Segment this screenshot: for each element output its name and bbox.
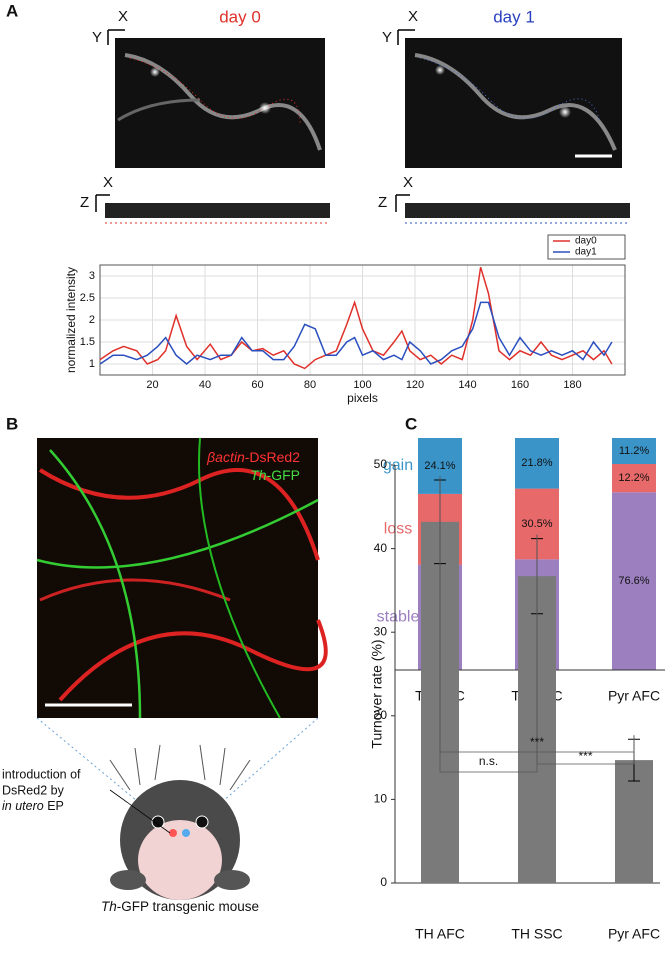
mouse-caption: Th-GFP transgenic mouse — [101, 899, 259, 914]
caption-part: -GFP transgenic mouse — [117, 899, 259, 914]
y-tick-label: 1 — [89, 358, 95, 370]
y-tick-label: 40 — [374, 541, 388, 555]
x-axis-label: pixels — [347, 391, 378, 405]
x-tick-label: 40 — [199, 379, 211, 391]
annotation: n.s. — [479, 754, 498, 768]
value-label: 30.5% — [521, 518, 552, 530]
bar-segment — [612, 463, 656, 493]
significance-bracket — [439, 476, 635, 753]
series-label: gain — [383, 457, 413, 474]
y-tick-label: 2.5 — [80, 292, 95, 304]
note-part: EP — [47, 799, 64, 813]
series-label: stable — [377, 609, 420, 626]
image-label: Th-GFP — [250, 467, 300, 483]
value-label: 11.2% — [619, 445, 650, 457]
day-label: day 1 — [493, 7, 535, 26]
y-tick-label: 10 — [374, 792, 388, 806]
legend-label: day1 — [575, 247, 597, 258]
annotation: *** — [578, 749, 592, 763]
x-tick-label: 160 — [511, 379, 529, 391]
axis-letter: X — [118, 8, 128, 25]
value-label: 21.8% — [521, 457, 552, 469]
axis-glyphs — [95, 29, 415, 212]
x-tick-label: Pyr AFC — [608, 926, 660, 942]
x-tick-label: 180 — [563, 379, 581, 391]
series-line — [99, 301, 613, 365]
panel-label: B — [6, 414, 18, 433]
bar-segment — [612, 492, 656, 670]
label-part: -DsRed2 — [245, 449, 300, 465]
value-label: 24.1% — [424, 460, 455, 472]
mouse-illustration — [36, 717, 319, 900]
axis-letter: Y — [382, 29, 392, 46]
micrograph — [105, 38, 630, 224]
y-axis-label: Turnover rate (%) — [369, 639, 385, 748]
axis-letter: X — [403, 174, 413, 191]
mouse-note: introduction of — [2, 767, 81, 781]
x-tick-label: 80 — [304, 379, 316, 391]
x-tick-label: TH SSC — [511, 926, 562, 942]
annotation: *** — [530, 735, 544, 749]
y-tick-label: 2 — [89, 314, 95, 326]
x-tick-label: TH AFC — [415, 926, 465, 942]
series-line — [99, 266, 613, 370]
image-label: βactin-DsRed2 — [206, 449, 300, 465]
axis-letter: Y — [92, 29, 102, 46]
mouse-note: in utero EP — [2, 799, 64, 813]
legend-label: day0 — [575, 236, 597, 247]
x-tick-label: 100 — [353, 379, 371, 391]
axis-letter: Z — [80, 194, 89, 211]
panel-label: C — [405, 414, 417, 433]
y-tick-label: 0 — [380, 875, 387, 889]
y-tick-label: 1.5 — [80, 336, 95, 348]
axis-letter: X — [408, 8, 418, 25]
value-label: 12.2% — [618, 472, 649, 484]
caption-part: Th — [101, 899, 117, 914]
panel-label: A — [6, 1, 18, 20]
day-label: day 0 — [219, 7, 261, 26]
y-tick-label: 30 — [374, 624, 388, 638]
x-tick-label: Pyr AFC — [608, 688, 660, 704]
label-part: βactin — [206, 449, 245, 465]
bar-segment — [515, 438, 559, 489]
x-tick-label: 60 — [251, 379, 263, 391]
label-part: -GFP — [267, 467, 300, 483]
y-tick-label: 3 — [89, 270, 95, 282]
mouse-note: DsRed2 by — [2, 783, 65, 797]
bar-segment — [612, 438, 656, 464]
value-label: 76.6% — [618, 575, 649, 587]
series-label: loss — [384, 521, 412, 538]
label-part: Th — [250, 467, 267, 483]
plot-frame — [99, 264, 626, 376]
x-tick-label: 140 — [458, 379, 476, 391]
y-tick-label: 50 — [374, 457, 388, 471]
legend-box — [547, 234, 626, 260]
note-part: in utero — [2, 799, 44, 813]
axis-letter: Z — [378, 194, 387, 211]
micrograph — [36, 437, 328, 719]
y-axis-label: normalized intensity — [64, 267, 78, 373]
x-tick-label: 120 — [406, 379, 424, 391]
axis-letter: X — [103, 174, 113, 191]
y-tick-label: 20 — [374, 708, 388, 722]
x-tick-label: 20 — [146, 379, 158, 391]
